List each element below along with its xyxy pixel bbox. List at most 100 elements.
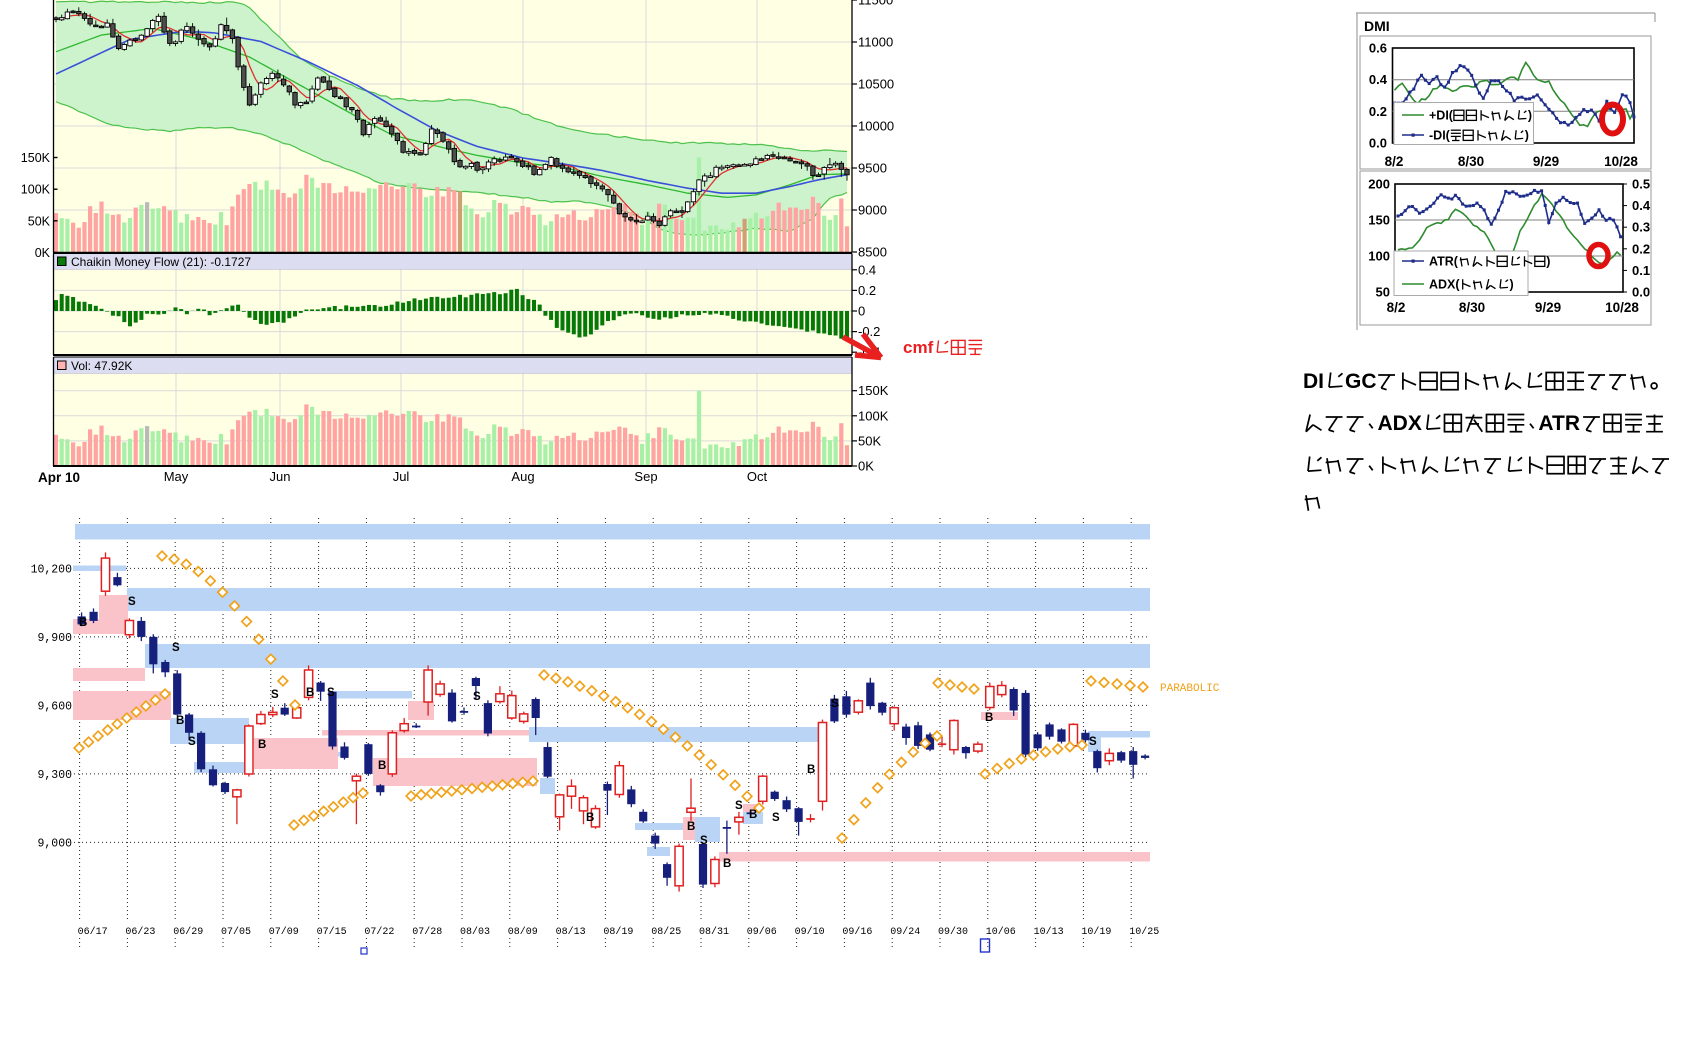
svg-text:ATR(: ATR( — [1429, 255, 1459, 269]
svg-text:DI: DI — [1303, 370, 1324, 393]
svg-text:0.2: 0.2 — [858, 283, 876, 298]
svg-text:06/23: 06/23 — [125, 926, 155, 938]
svg-text:9/29: 9/29 — [1533, 154, 1559, 169]
svg-text:DMI: DMI — [1364, 18, 1390, 34]
svg-text:9500: 9500 — [858, 161, 887, 176]
svg-text:07/15: 07/15 — [317, 926, 347, 938]
svg-text:8/30: 8/30 — [1459, 300, 1485, 315]
svg-text:10/28: 10/28 — [1604, 154, 1638, 169]
svg-text:0.5: 0.5 — [1632, 177, 1650, 192]
svg-text:10/19: 10/19 — [1081, 926, 1111, 938]
svg-text:S: S — [128, 596, 136, 608]
svg-text:S: S — [700, 835, 708, 847]
svg-text:08/19: 08/19 — [603, 926, 633, 938]
svg-text:Oct: Oct — [747, 469, 768, 484]
svg-text:150K: 150K — [21, 151, 51, 165]
svg-text:B: B — [586, 812, 594, 824]
svg-text:200: 200 — [1368, 177, 1390, 192]
svg-text:+DI(: +DI( — [1429, 109, 1454, 123]
svg-text:PARABOLIC: PARABOLIC — [1160, 683, 1220, 695]
svg-text:8500: 8500 — [858, 245, 887, 260]
svg-text:0.4: 0.4 — [1632, 198, 1651, 213]
svg-text:B: B — [807, 764, 815, 776]
svg-text:9/29: 9/29 — [1535, 300, 1561, 315]
svg-text:07/05: 07/05 — [221, 926, 251, 938]
svg-text:10,200: 10,200 — [31, 563, 73, 576]
svg-text:B: B — [306, 687, 314, 699]
svg-text:50K: 50K — [858, 433, 881, 448]
svg-text:07/22: 07/22 — [364, 926, 394, 938]
svg-text:): ) — [1528, 109, 1532, 123]
svg-text:50: 50 — [1376, 285, 1390, 300]
svg-text:Apr 10: Apr 10 — [38, 470, 80, 485]
svg-text:May: May — [164, 469, 189, 484]
svg-text:07/09: 07/09 — [269, 926, 299, 938]
svg-text:0.2: 0.2 — [1369, 104, 1387, 119]
svg-text:10/06: 10/06 — [986, 926, 1016, 938]
svg-text:11000: 11000 — [858, 35, 893, 50]
svg-text:100K: 100K — [858, 408, 889, 423]
svg-text:8/2: 8/2 — [1385, 154, 1404, 169]
svg-text:09/24: 09/24 — [890, 926, 920, 938]
svg-text:09/06: 09/06 — [747, 926, 777, 938]
svg-text:8/2: 8/2 — [1387, 300, 1406, 315]
svg-text:S: S — [831, 698, 839, 710]
svg-text:S: S — [188, 736, 196, 748]
svg-text:06/17: 06/17 — [78, 926, 108, 938]
svg-text:-DI(: -DI( — [1429, 129, 1451, 143]
svg-text:ATR: ATR — [1538, 412, 1580, 435]
svg-text:S: S — [327, 687, 335, 699]
svg-text:0.1: 0.1 — [1632, 263, 1650, 278]
svg-text:10/28: 10/28 — [1605, 300, 1639, 315]
svg-text:09/30: 09/30 — [938, 926, 968, 938]
svg-text:06/29: 06/29 — [173, 926, 203, 938]
svg-text:100K: 100K — [21, 183, 51, 197]
svg-text:ADX(: ADX( — [1429, 278, 1460, 292]
svg-text:S: S — [271, 689, 279, 701]
svg-text:9,300: 9,300 — [37, 769, 72, 782]
svg-text:B: B — [378, 760, 386, 772]
svg-text:B: B — [79, 617, 87, 629]
svg-text:08/25: 08/25 — [651, 926, 681, 938]
svg-text:0.6: 0.6 — [1369, 41, 1387, 56]
svg-text:cmf: cmf — [903, 338, 934, 357]
svg-text:S: S — [1089, 736, 1097, 748]
svg-text:B: B — [749, 809, 757, 821]
svg-text:10/13: 10/13 — [1034, 926, 1064, 938]
svg-text:Jun: Jun — [270, 469, 291, 484]
svg-text:Chaikin Money Flow (21): -0.17: Chaikin Money Flow (21): -0.1727 — [71, 255, 251, 269]
svg-text:0.4: 0.4 — [858, 262, 876, 277]
svg-text:GC: GC — [1345, 370, 1377, 393]
svg-text:09/16: 09/16 — [842, 926, 872, 938]
svg-text:-0.2: -0.2 — [858, 324, 880, 339]
svg-text:B: B — [176, 715, 184, 727]
svg-text:B: B — [985, 712, 993, 724]
svg-text:Jul: Jul — [393, 469, 410, 484]
svg-text:08/31: 08/31 — [699, 926, 729, 938]
svg-text:0.2: 0.2 — [1632, 241, 1650, 256]
svg-text:0.4: 0.4 — [1369, 72, 1388, 87]
svg-text:10/25: 10/25 — [1129, 926, 1159, 938]
svg-text:S: S — [473, 691, 481, 703]
svg-text:150K: 150K — [858, 383, 889, 398]
svg-text:100: 100 — [1368, 249, 1390, 264]
svg-text:0K: 0K — [858, 459, 874, 474]
svg-text:B: B — [723, 858, 731, 870]
svg-text:0: 0 — [858, 304, 865, 319]
svg-text:8/30: 8/30 — [1458, 154, 1484, 169]
svg-text:08/03: 08/03 — [460, 926, 490, 938]
svg-text:0K: 0K — [35, 246, 51, 260]
svg-text:S: S — [772, 812, 780, 824]
svg-text:50K: 50K — [28, 214, 51, 228]
svg-text:9,000: 9,000 — [37, 837, 72, 850]
svg-text:S: S — [735, 800, 743, 812]
svg-text:B: B — [258, 739, 266, 751]
svg-text:0.0: 0.0 — [1632, 285, 1650, 300]
svg-text:9000: 9000 — [858, 203, 887, 218]
svg-text:10000: 10000 — [858, 119, 894, 134]
svg-text:B: B — [687, 821, 695, 833]
svg-text:ADX: ADX — [1378, 412, 1422, 435]
svg-text:0.0: 0.0 — [1369, 136, 1387, 151]
svg-text:Vol: 47.92K: Vol: 47.92K — [71, 359, 132, 373]
svg-text:): ) — [1546, 255, 1550, 269]
